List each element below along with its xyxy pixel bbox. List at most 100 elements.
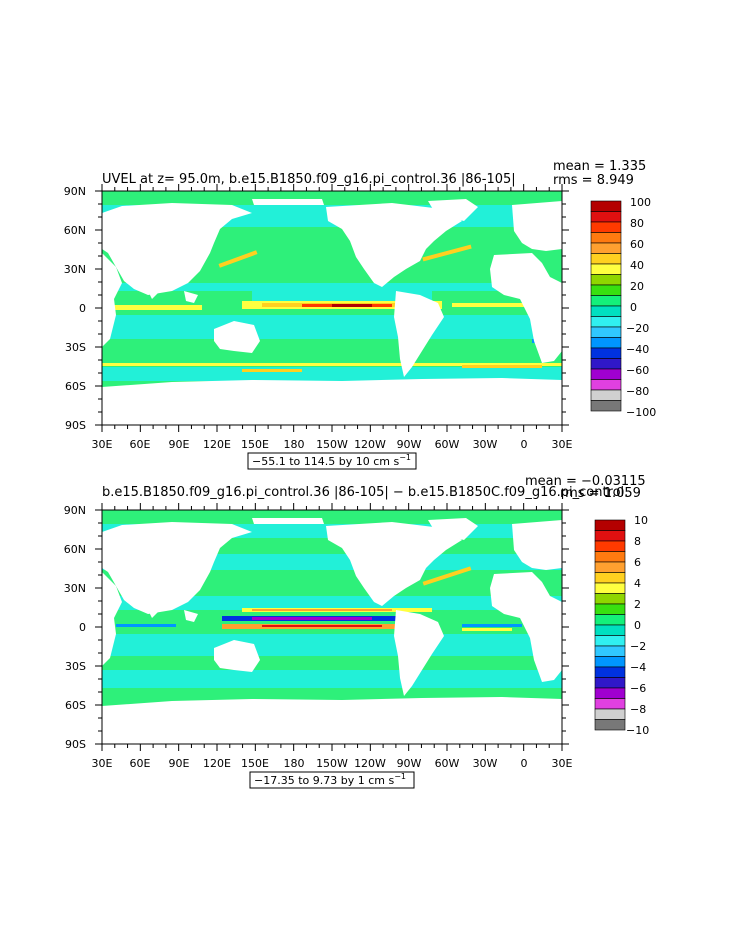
colorbar-label: −6 — [630, 682, 646, 695]
lat-label: 30S — [65, 660, 86, 673]
lat-label: 90N — [64, 185, 86, 198]
colorbar-swatch — [594, 645, 626, 657]
lon-label: 30E — [552, 757, 573, 770]
colorbar-swatch — [590, 316, 622, 328]
panel-2-colorbar-labels: 10 8 6 4 2 0 −2 −4 −6 −8 −10 — [626, 514, 649, 737]
colorbar-swatch — [590, 326, 622, 338]
colorbar-swatch — [594, 687, 626, 699]
colorbar-swatch — [590, 358, 622, 370]
lat-label: 90S — [65, 738, 86, 751]
lon-label: 30W — [473, 757, 498, 770]
colorbar-swatch — [590, 379, 622, 391]
panel-1: UVEL at z= 95.0m, b.e15.B1850.f09_g16.pi… — [64, 159, 656, 470]
panel-2-range-box — [249, 771, 415, 789]
colorbar-swatch — [590, 211, 622, 223]
colorbar-swatch — [590, 305, 622, 317]
colorbar-swatch — [590, 400, 622, 412]
colorbar-label: −4 — [630, 661, 646, 674]
colorbar-label: 4 — [634, 577, 641, 590]
lat-label: 90N — [64, 504, 86, 517]
lon-label: 60W — [435, 757, 460, 770]
colorbar-label: 8 — [634, 535, 641, 548]
panel-1-lon-axis: 30E 60E 90E 120E 150E 180 150W 120W 90W … — [92, 438, 573, 451]
lon-label: 0 — [521, 438, 528, 451]
colorbar-label: 6 — [634, 556, 641, 569]
lon-label: 90E — [169, 438, 190, 451]
colorbar-swatch — [594, 656, 626, 668]
colorbar-label: 20 — [630, 280, 644, 293]
colorbar-swatch — [594, 530, 626, 542]
lon-label: 150E — [241, 438, 269, 451]
colorbar-swatch — [590, 263, 622, 275]
panel-2-map — [102, 510, 562, 744]
lon-label: 90W — [397, 438, 422, 451]
lon-label: 60W — [435, 438, 460, 451]
colorbar-swatch — [590, 232, 622, 244]
colorbar-label: −40 — [626, 343, 649, 356]
colorbar-swatch — [594, 624, 626, 636]
panel-2-range: −17.35 to 9.73 by 1 cm s−1 — [254, 772, 406, 787]
lat-label: 60N — [64, 224, 86, 237]
lon-label: 0 — [521, 757, 528, 770]
lon-label: 120W — [354, 438, 386, 451]
panel-1-map — [102, 191, 562, 425]
lon-label: 120E — [203, 757, 231, 770]
colorbar-swatch — [590, 337, 622, 349]
colorbar-swatch — [590, 368, 622, 380]
lon-label: 30E — [552, 438, 573, 451]
colorbar-swatch — [590, 347, 622, 359]
lon-label: 90E — [169, 757, 190, 770]
colorbar-swatch — [590, 284, 622, 296]
lat-label: 30N — [64, 263, 86, 276]
colorbar-label: 10 — [634, 514, 648, 527]
lon-label: 30E — [92, 757, 113, 770]
panel-1-range: −55.1 to 114.5 by 10 cm s−1 — [252, 453, 411, 468]
lat-label: 90S — [65, 419, 86, 432]
panel-1-range-box — [247, 452, 417, 470]
colorbar-label: −10 — [626, 724, 649, 737]
colorbar-label: 0 — [634, 619, 641, 632]
colorbar-label: 2 — [634, 598, 641, 611]
panel-1-colorbar-labels: 100 80 60 40 20 0 −20 −40 −60 −80 −100 — [626, 196, 656, 419]
lat-label: 0 — [79, 621, 86, 634]
panel-1-rms: rms = 8.949 — [553, 173, 634, 188]
colorbar-label: −8 — [630, 703, 646, 716]
panel-2-mean: mean = −0.03115 — [525, 474, 646, 489]
colorbar-label: 100 — [630, 196, 651, 209]
colorbar-swatch — [590, 274, 622, 286]
colorbar-swatch — [594, 582, 626, 594]
colorbar-swatch — [594, 561, 626, 573]
panel-2-lat-axis: 90N 60N 30N 0 30S 60S 90S — [64, 504, 86, 751]
colorbar-swatch — [594, 698, 626, 710]
colorbar-swatch — [594, 677, 626, 689]
lon-label: 60E — [130, 438, 151, 451]
colorbar-swatch — [594, 593, 626, 605]
colorbar-swatch — [590, 200, 622, 212]
lat-label: 60S — [65, 380, 86, 393]
colorbar-swatch — [594, 540, 626, 552]
colorbar-label: −100 — [626, 406, 656, 419]
colorbar-label: −60 — [626, 364, 649, 377]
lon-label: 180 — [284, 757, 305, 770]
lon-label: 90W — [397, 757, 422, 770]
colorbar-swatch — [590, 295, 622, 307]
lon-label: 180 — [284, 438, 305, 451]
colorbar-swatch — [594, 603, 626, 615]
colorbar-swatch — [594, 666, 626, 678]
panel-2-lon-axis: 30E 60E 90E 120E 150E 180 150W 120W 90W … — [92, 757, 573, 770]
lon-label: 60E — [130, 757, 151, 770]
panel-2: b.e15.B1850.f09_g16.pi_control.36 |86-10… — [64, 474, 649, 789]
lon-label: 30W — [473, 438, 498, 451]
panel-1-lat-axis: 90N 60N 30N 0 30S 60S 90S — [64, 185, 86, 432]
panel-2-title: b.e15.B1850.f09_g16.pi_control.36 |86-10… — [102, 485, 628, 500]
lat-label: 30N — [64, 582, 86, 595]
colorbar-swatch — [590, 221, 622, 233]
colorbar-swatch — [594, 708, 626, 720]
lat-label: 30S — [65, 341, 86, 354]
colorbar-swatch — [594, 519, 626, 531]
colorbar-label: 60 — [630, 238, 644, 251]
colorbar-swatch — [594, 551, 626, 563]
colorbar-swatch — [590, 253, 622, 265]
panel-1-mean: mean = 1.335 — [553, 159, 646, 174]
